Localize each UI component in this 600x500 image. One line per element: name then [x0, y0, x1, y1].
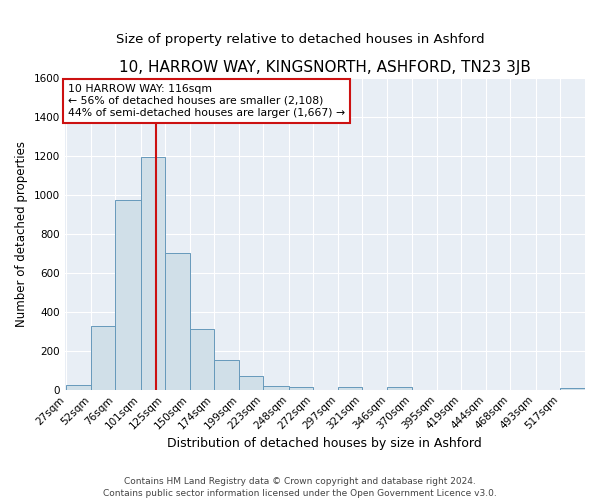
- Bar: [239, 376, 263, 390]
- Title: 10, HARROW WAY, KINGSNORTH, ASHFORD, TN23 3JB: 10, HARROW WAY, KINGSNORTH, ASHFORD, TN2…: [119, 60, 531, 75]
- Bar: [91, 326, 115, 390]
- Bar: [190, 329, 214, 390]
- Text: 10 HARROW WAY: 116sqm
← 56% of detached houses are smaller (2,108)
44% of semi-d: 10 HARROW WAY: 116sqm ← 56% of detached …: [68, 84, 345, 117]
- Bar: [338, 387, 362, 390]
- Bar: [66, 385, 91, 390]
- Bar: [140, 156, 165, 390]
- Text: Contains HM Land Registry data © Crown copyright and database right 2024.
Contai: Contains HM Land Registry data © Crown c…: [103, 476, 497, 498]
- Bar: [289, 387, 313, 390]
- Bar: [263, 386, 289, 390]
- Bar: [115, 200, 140, 390]
- X-axis label: Distribution of detached houses by size in Ashford: Distribution of detached houses by size …: [167, 437, 482, 450]
- Y-axis label: Number of detached properties: Number of detached properties: [15, 140, 28, 326]
- Bar: [214, 360, 239, 390]
- Bar: [560, 388, 585, 390]
- Bar: [165, 253, 190, 390]
- Bar: [388, 387, 412, 390]
- Text: Size of property relative to detached houses in Ashford: Size of property relative to detached ho…: [116, 32, 484, 46]
